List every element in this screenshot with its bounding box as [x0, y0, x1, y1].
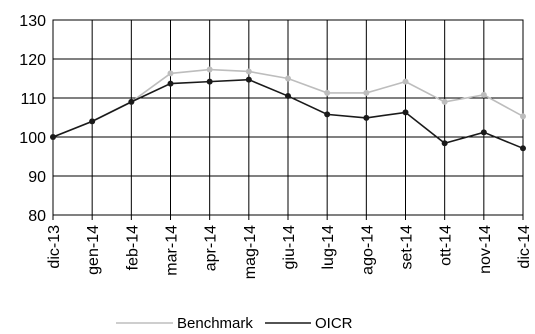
x-tick-label: mag-14	[242, 225, 259, 279]
data-point-benchmark	[245, 68, 252, 75]
x-tick-label: lug-14	[320, 225, 337, 270]
x-tick-label: ott-14	[438, 225, 455, 266]
data-point-oicr	[402, 109, 409, 116]
x-tick-label: ago-14	[359, 225, 376, 275]
x-tick-label: feb-14	[124, 225, 141, 270]
data-point-benchmark	[167, 70, 174, 77]
x-tick-label: dic-14	[516, 225, 533, 269]
data-point-oicr	[285, 93, 291, 100]
y-tick-label: 110	[20, 91, 46, 108]
y-tick-label: 80	[28, 208, 46, 225]
data-point-oicr	[167, 80, 174, 87]
y-tick-label: 100	[19, 130, 46, 147]
data-point-benchmark	[285, 75, 291, 82]
data-point-benchmark	[324, 89, 331, 96]
data-point-benchmark	[520, 113, 526, 120]
grid	[52, 19, 524, 216]
data-point-oicr	[245, 76, 252, 83]
data-point-oicr	[128, 98, 135, 105]
data-point-benchmark	[480, 91, 487, 98]
x-tick-label: gen-14	[85, 225, 102, 275]
axes: 80 90 100 110 120 130 dic-13 gen-14 feb-14 mar-14…	[19, 13, 533, 279]
data-point-benchmark	[206, 66, 213, 73]
x-tick-label: nov-14	[477, 225, 494, 274]
x-tick-label: set-14	[399, 225, 416, 270]
data-point-benchmark	[441, 98, 448, 105]
y-tick-label: 90	[28, 169, 46, 186]
series-layer	[50, 66, 526, 152]
data-point-oicr	[480, 129, 487, 136]
data-point-oicr	[89, 118, 96, 125]
data-point-benchmark	[402, 78, 409, 85]
data-point-benchmark	[363, 89, 370, 96]
x-tick-label: mar-14	[164, 225, 181, 276]
data-point-oicr	[520, 145, 526, 152]
data-point-oicr	[324, 111, 331, 118]
y-tick-label: 130	[19, 13, 46, 30]
legend: Benchmark OICR	[116, 315, 353, 332]
data-point-oicr	[363, 114, 370, 121]
data-point-oicr	[50, 134, 56, 140]
x-tick-label: dic-13	[46, 225, 63, 269]
legend-label-oicr: OICR	[315, 315, 353, 332]
x-tick-label: apr-14	[203, 225, 220, 271]
y-tick-label: 120	[19, 52, 46, 69]
data-point-oicr	[441, 140, 448, 147]
x-tick-label: giu-14	[281, 225, 298, 270]
data-point-oicr	[206, 78, 213, 85]
legend-label-benchmark: Benchmark	[177, 315, 253, 332]
